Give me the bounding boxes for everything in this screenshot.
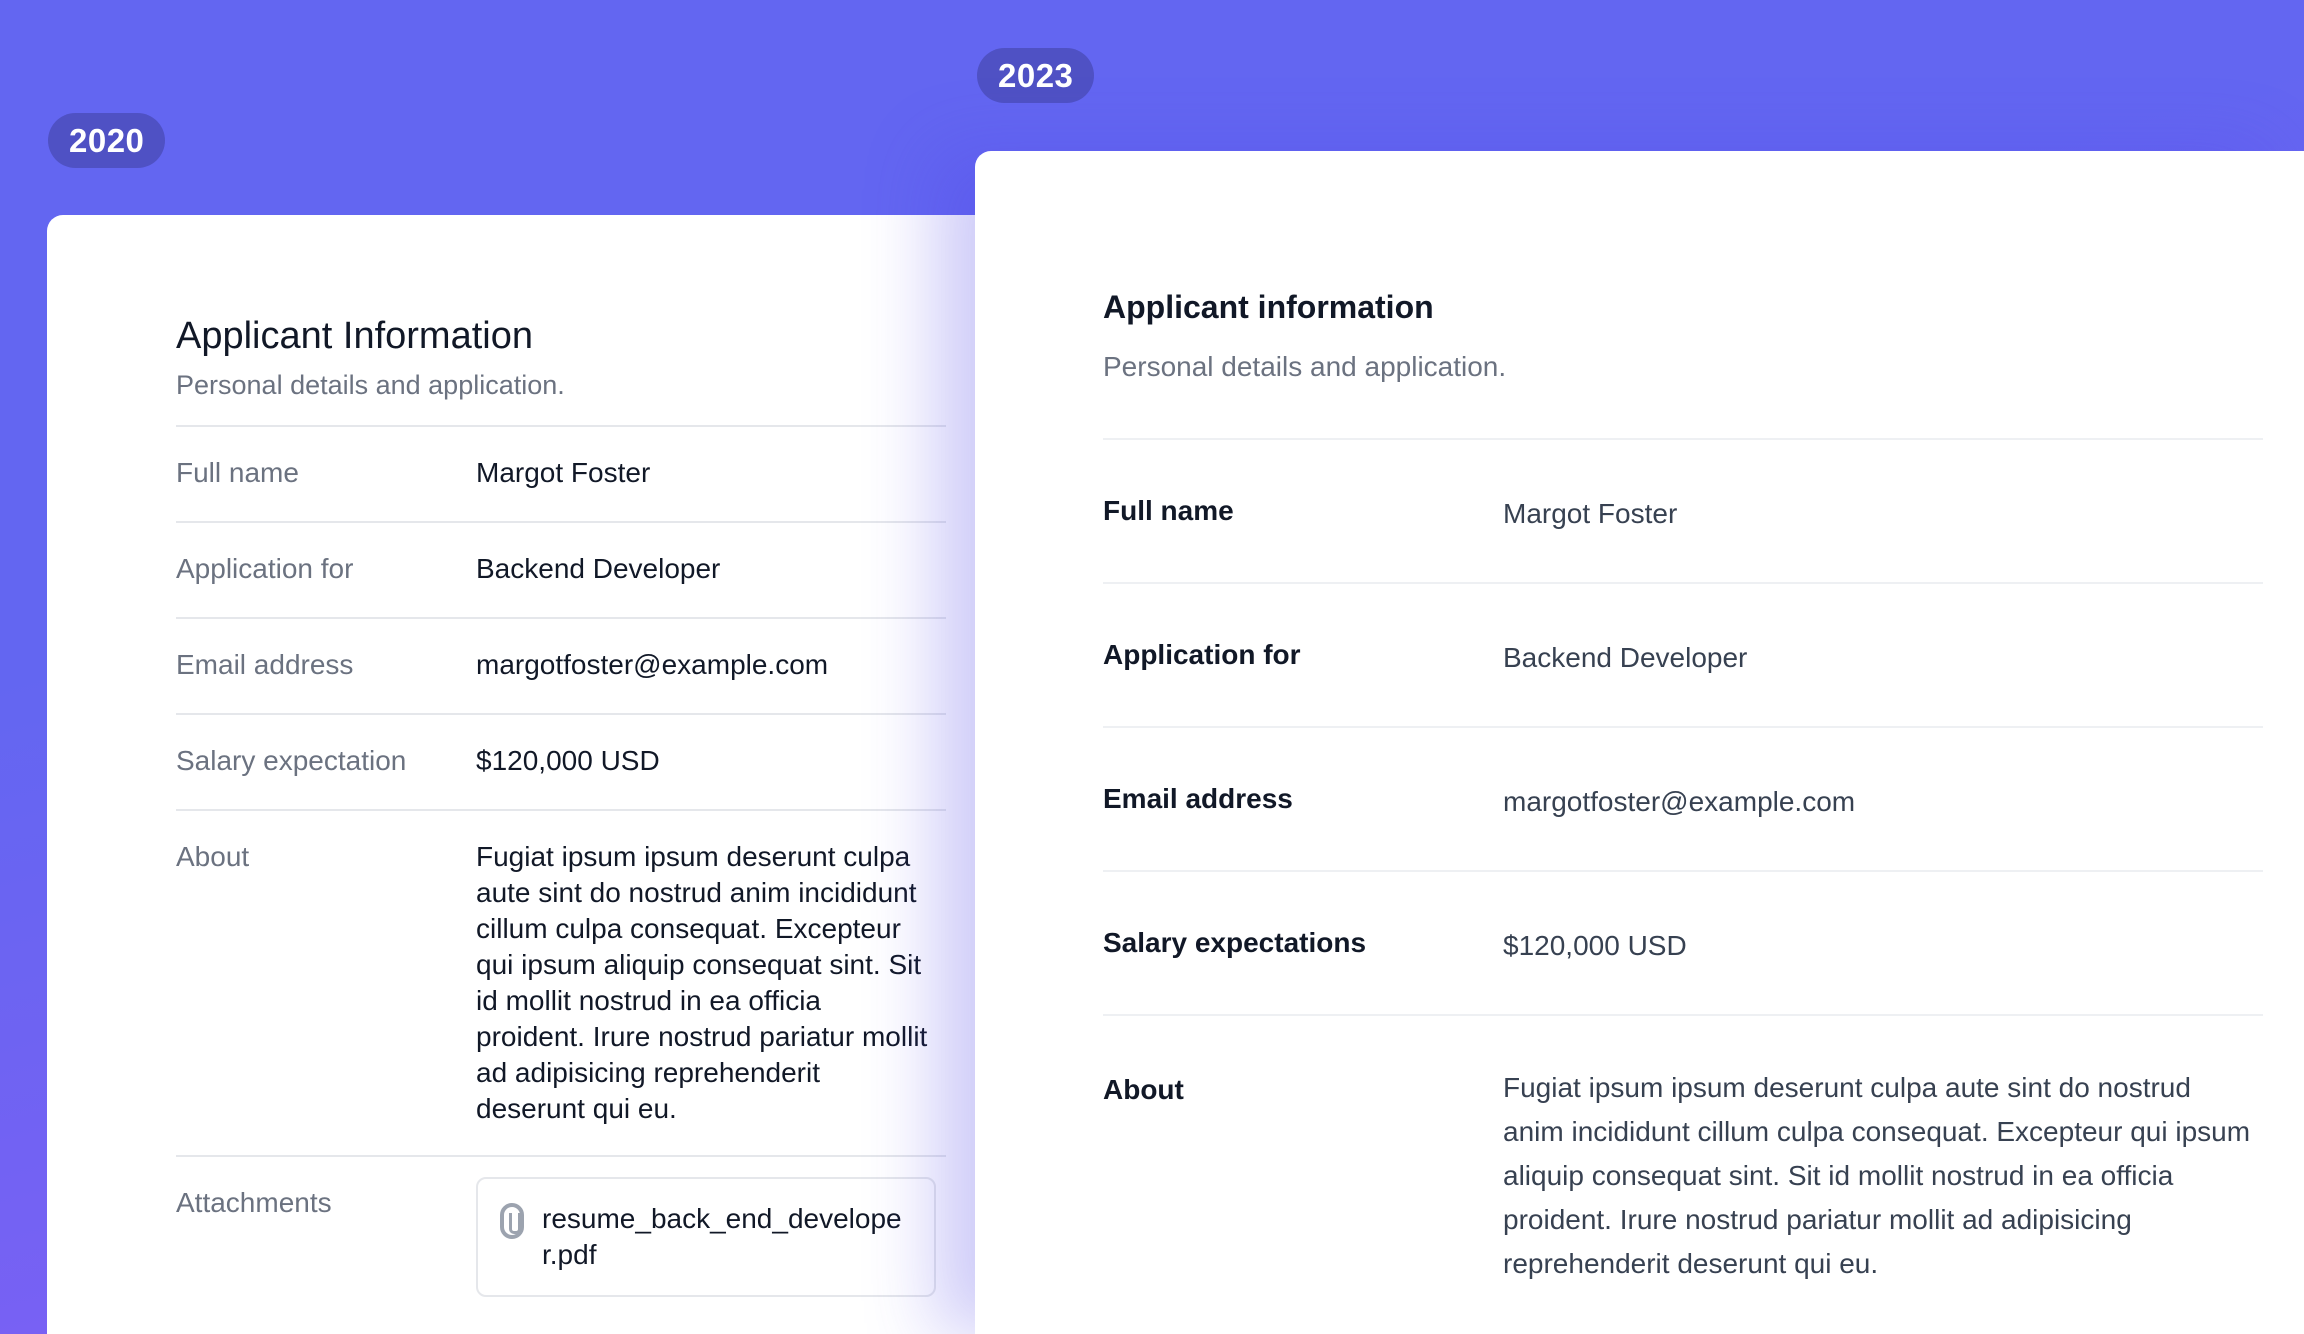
row-email: Email address margotfoster@example.com [1103,726,2263,817]
row-salary: Salary expectations $120,000 USD [1103,870,2263,961]
row-value: Margot Foster [1503,498,1678,529]
row-about: About Fugiat ipsum ipsum deserunt culpa … [176,809,946,1124]
attachment-item[interactable]: resume_back_end_developer.pdf [476,1177,936,1297]
applicant-card-2020: Applicant Information Personal details a… [47,215,975,1334]
row-label: Full name [1103,495,1234,526]
paperclip-icon [500,1203,524,1239]
row-label: About [1103,1074,1184,1105]
card-subtitle: Personal details and application. [176,370,565,400]
row-value: Fugiat ipsum ipsum deserunt culpa aute s… [1503,1072,2251,1279]
row-value: margotfoster@example.com [1503,786,1856,817]
card-title: Applicant Information [176,315,533,357]
row-label: Full name [176,457,299,488]
row-salary: Salary expectation $120,000 USD [176,713,946,776]
card-subtitle: Personal details and application. [1103,351,1507,382]
row-application-for: Application for Backend Developer [176,521,946,584]
row-label: Application for [1103,639,1301,670]
row-value: $120,000 USD [1503,930,1687,961]
row-label: Salary expectation [176,745,407,776]
row-label: Attachments [176,1187,332,1218]
row-value: Backend Developer [1503,642,1748,673]
row-value: Backend Developer [476,553,721,584]
row-value: margotfoster@example.com [476,649,829,680]
row-label: Email address [1103,783,1293,814]
year-badge-2020: 2020 [48,113,166,168]
row-full-name: Full name Margot Foster [1103,438,2263,529]
row-attachments: Attachments resume_back_end_developer.pd… [176,1155,946,1297]
card-title: Applicant information [1103,289,1434,325]
row-email: Email address margotfoster@example.com [176,617,946,680]
row-label: Email address [176,649,354,680]
applicant-card-2023: Applicant information Personal details a… [975,151,2304,1334]
year-badge-2023: 2023 [977,48,1095,103]
row-value: Fugiat ipsum ipsum deserunt culpa aute s… [476,841,928,1124]
row-about: About Fugiat ipsum ipsum deserunt culpa … [1103,1014,2263,1279]
row-full-name: Full name Margot Foster [176,425,946,488]
row-value: Margot Foster [476,457,651,488]
row-value: $120,000 USD [476,745,660,776]
row-application-for: Application for Backend Developer [1103,582,2263,673]
attachment-filename: resume_back_end_developer.pdf [542,1203,902,1270]
row-label: Salary expectations [1103,927,1367,958]
row-label: About [176,841,250,872]
row-label: Application for [176,553,354,584]
